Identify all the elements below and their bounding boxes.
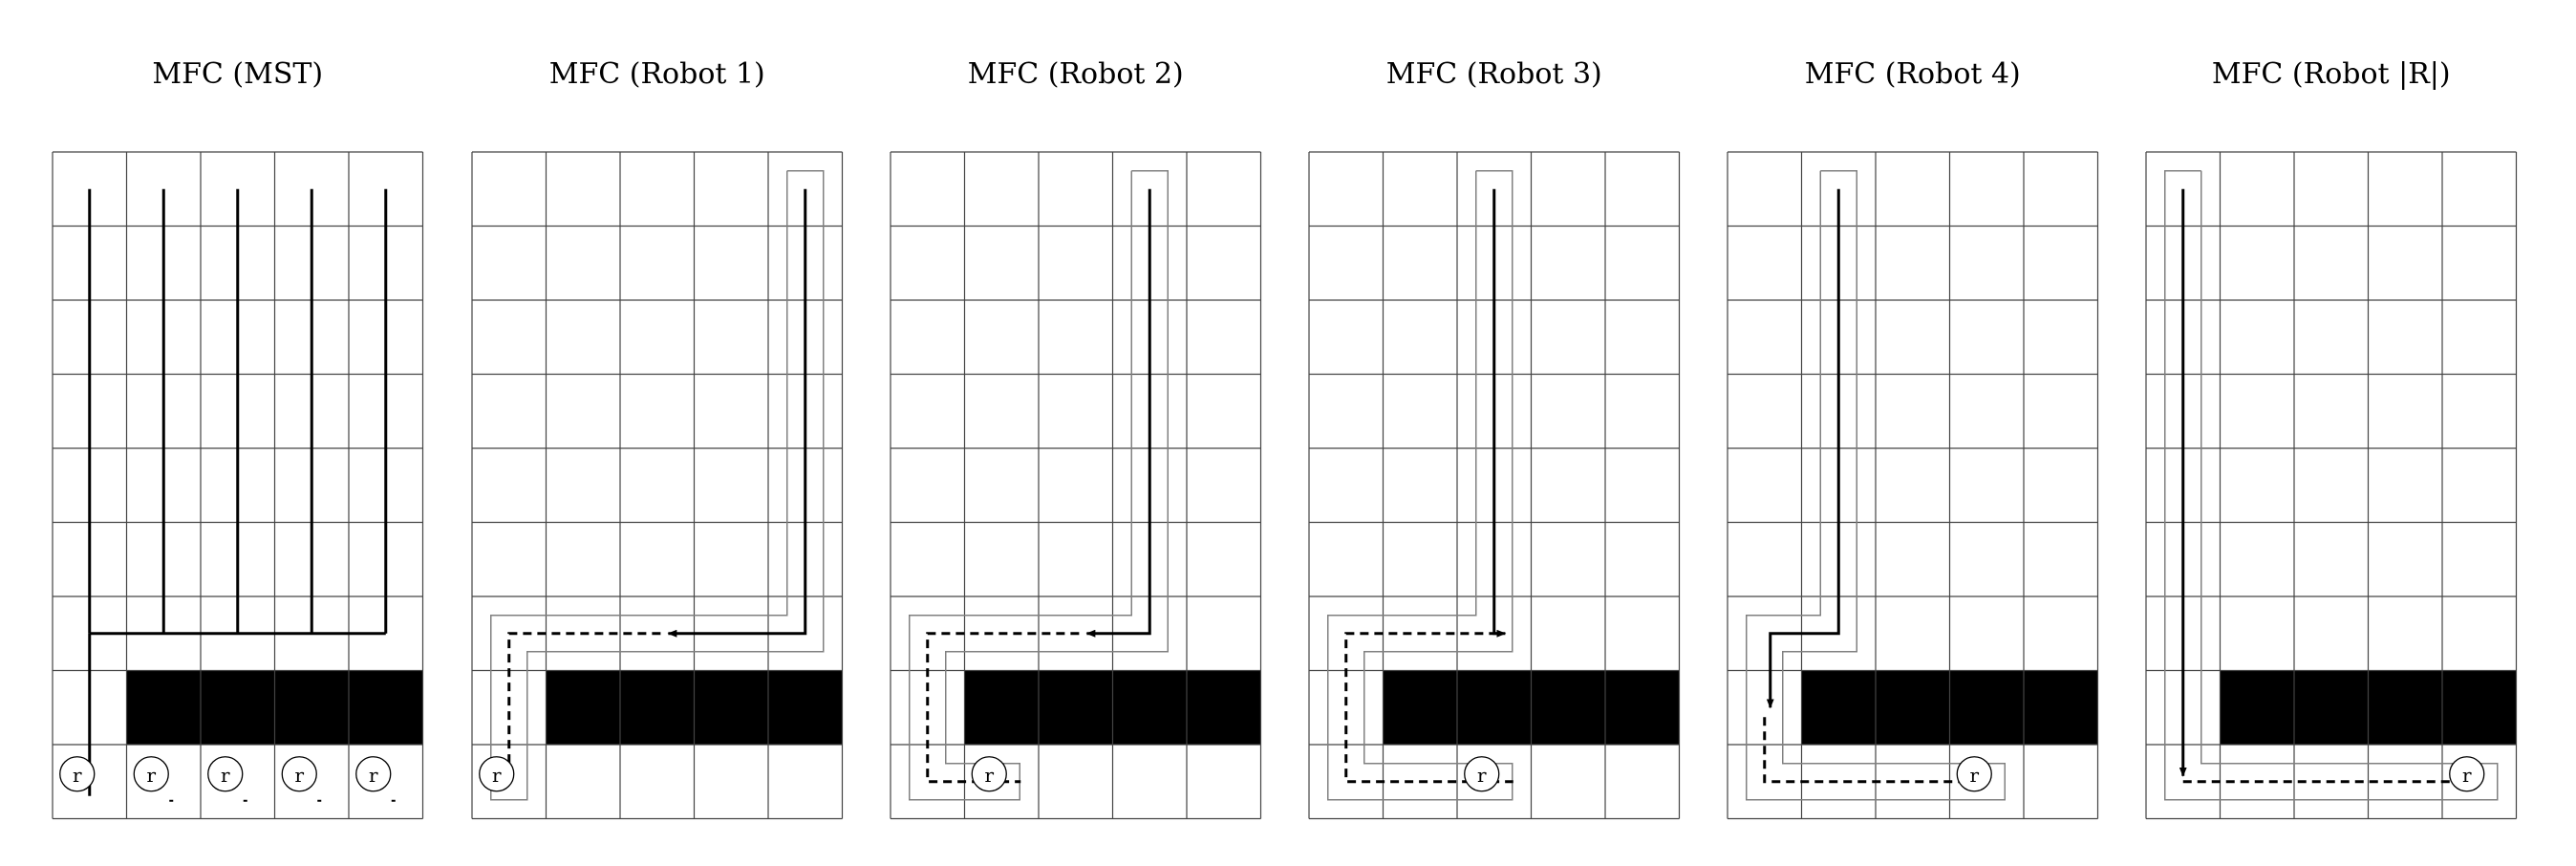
robot-label: r [146,764,156,787]
panel-robot-1: MFC (Robot 1) r [471,57,844,820]
robot-label: r [294,764,304,787]
robot-label: r [221,764,230,787]
robot-path [1327,170,1513,801]
robot-marker [133,756,169,792]
solid-path [667,188,807,638]
grid-lines [471,151,844,820]
panel-title: MFC (MST) [152,57,323,91]
solid-path [1492,188,1507,638]
grid-lines [1727,151,2099,820]
robot-marker [1956,756,1992,792]
robot-label: r [984,764,994,787]
panel-robot-R: MFC (Robot |R|) r [2145,57,2518,820]
panel-robot-2: MFC (Robot 2) r [890,57,1262,820]
robot-marker [281,756,317,792]
dashed-path [507,632,661,782]
panel-robot-4: MFC (Robot 4) r [1727,57,2099,820]
robot-label: r [369,764,378,787]
robot-path [1746,170,2006,801]
mst-tree [88,188,388,796]
robot-label: r [492,764,502,787]
robot-label: r [73,764,82,787]
panel-title: MFC (Robot |R|) [2212,57,2451,91]
grid-lines [1308,151,1681,820]
robot-marker [1464,756,1500,792]
dashed-path [1763,717,1987,784]
robot-label: r [1969,764,1979,787]
robot-marker [355,756,392,792]
panel-title: MFC (Robot 4) [1805,57,2021,91]
robot-marker [479,756,515,792]
grid-lines [2145,151,2518,820]
robot-marker [971,756,1007,792]
offset-path [2164,170,2499,801]
robot-path [490,170,825,801]
grid-lines [890,151,1262,820]
solid-path [1085,188,1151,638]
dashed-path [1344,632,1513,784]
panel-title: MFC (Robot 3) [1386,57,1602,91]
panel-title: MFC (Robot 2) [968,57,1184,91]
robot-path [2164,170,2499,801]
robot-label: r [2462,764,2472,787]
solid-path [1766,188,1840,709]
offset-path [1746,170,2006,801]
panel-robot-3: MFC (Robot 3) r [1308,57,1681,820]
offset-path [1327,170,1513,801]
robot-marker [2449,756,2485,792]
panel-title: MFC (Robot 1) [549,57,765,91]
offset-path [490,170,825,801]
panel-mst: MFC (MST) r r r r r [52,57,424,820]
robot-label: r [1477,764,1487,787]
robot-marker [207,756,244,792]
robot-marker [59,756,96,792]
offset-path [909,170,1169,801]
